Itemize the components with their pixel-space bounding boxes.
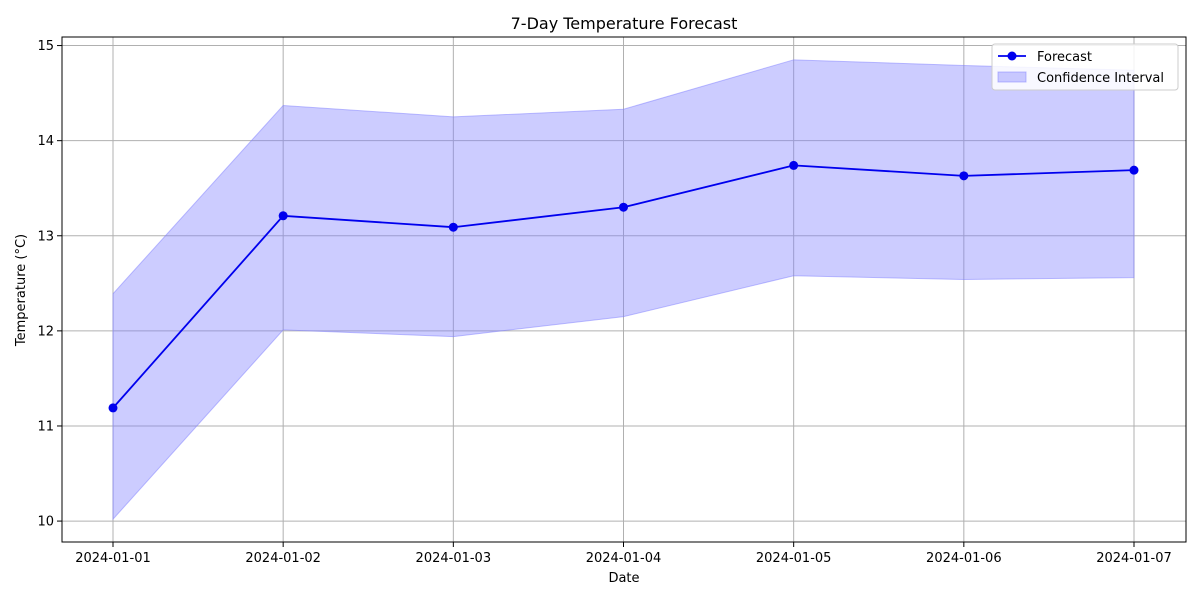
x-tick-label: 2024-01-02 [245, 551, 321, 566]
x-tick-label: 2024-01-01 [75, 551, 151, 566]
forecast-point [448, 222, 458, 232]
y-tick-label: 10 [37, 515, 54, 530]
x-tick-label: 2024-01-05 [756, 551, 832, 566]
y-axis-label: Temperature (°C) [14, 234, 29, 347]
forecast-point [789, 160, 799, 170]
legend: Forecast Confidence Interval [991, 43, 1179, 91]
x-tick-label: 2024-01-04 [586, 551, 662, 566]
legend-label-forecast: Forecast [1037, 50, 1092, 65]
y-tick-label: 15 [37, 39, 54, 54]
forecast-point [278, 211, 288, 221]
forecast-series [108, 160, 1139, 413]
y-tick-labels: 10 11 12 13 14 15 [37, 39, 62, 530]
legend-box [991, 43, 1179, 91]
forecast-point [108, 403, 118, 413]
legend-label-confidence-interval: Confidence Interval [1037, 71, 1164, 86]
legend-interval-swatch [997, 71, 1027, 83]
chart-title: 7-Day Temperature Forecast [511, 14, 738, 33]
y-tick-label: 12 [37, 324, 54, 339]
x-tick-label: 2024-01-03 [416, 551, 492, 566]
forecast-point [619, 202, 628, 212]
y-tick-label: 13 [37, 229, 54, 244]
forecast-point [1129, 165, 1139, 175]
y-tick-label: 14 [37, 134, 54, 149]
confidence-band [112, 59, 1135, 521]
x-tick-label: 2024-01-06 [926, 551, 1002, 566]
legend-forecast-marker [1007, 51, 1017, 61]
x-tick-labels: 2024-01-01 2024-01-02 2024-01-03 2024-01-04… [75, 542, 1172, 566]
x-tick-label: 2024-01-07 [1096, 551, 1172, 566]
x-axis-label: Date [608, 571, 639, 586]
y-tick-label: 11 [37, 419, 54, 434]
forecast-point [959, 171, 969, 181]
confidence-interval-area [112, 59, 1135, 521]
